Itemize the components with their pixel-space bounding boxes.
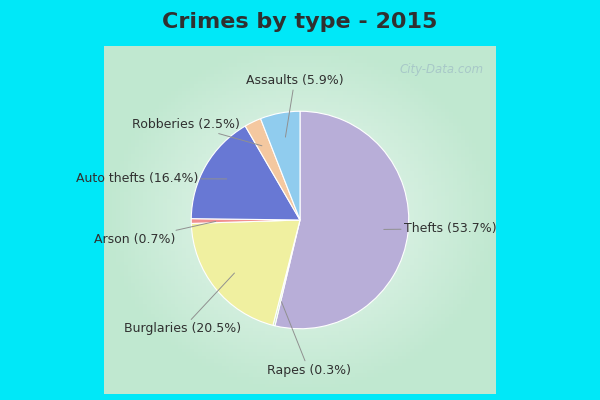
Wedge shape	[275, 111, 409, 329]
Text: Robberies (2.5%): Robberies (2.5%)	[132, 118, 262, 146]
Text: Thefts (53.7%): Thefts (53.7%)	[384, 222, 496, 235]
Text: Auto thefts (16.4%): Auto thefts (16.4%)	[76, 172, 227, 185]
Text: Arson (0.7%): Arson (0.7%)	[94, 221, 216, 246]
Text: City-Data.com: City-Data.com	[400, 64, 484, 76]
Wedge shape	[191, 220, 300, 325]
Text: Burglaries (20.5%): Burglaries (20.5%)	[124, 273, 241, 335]
Text: Rapes (0.3%): Rapes (0.3%)	[266, 302, 350, 376]
Wedge shape	[245, 119, 300, 220]
Wedge shape	[273, 220, 300, 326]
Wedge shape	[191, 219, 300, 224]
Text: Assaults (5.9%): Assaults (5.9%)	[246, 74, 343, 137]
Text: Crimes by type - 2015: Crimes by type - 2015	[163, 12, 437, 32]
Wedge shape	[191, 126, 300, 220]
Wedge shape	[260, 111, 300, 220]
